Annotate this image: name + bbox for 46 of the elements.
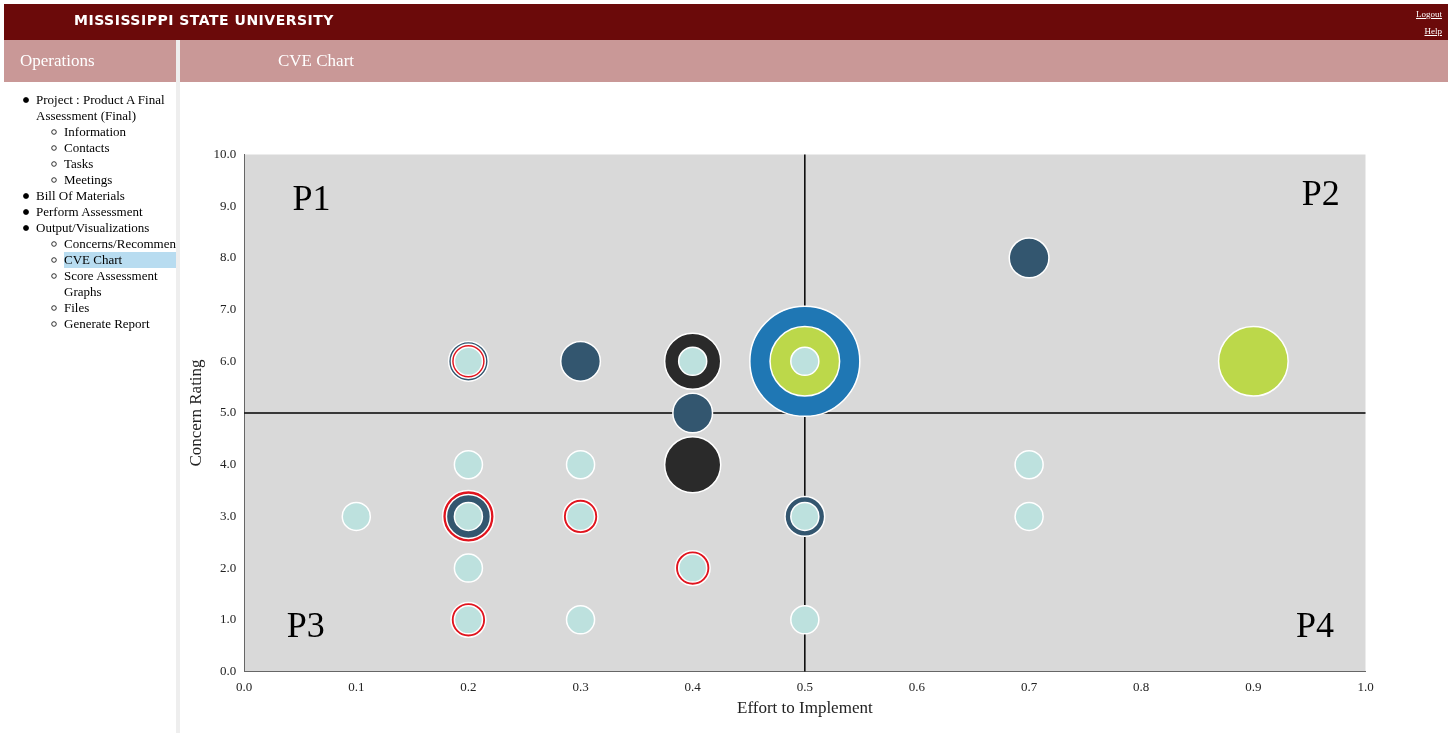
x-tick-label: 0.4 xyxy=(684,678,702,694)
text: Project : Product A Final Assessment (Final) xyxy=(36,92,165,123)
annotation: P2 xyxy=(1301,173,1340,214)
y-tick-label: 9.0 xyxy=(219,197,237,213)
y-tick-label: 7.0 xyxy=(219,301,237,317)
y-tick-label: 2.0 xyxy=(219,559,237,575)
y-tick-label: 8.0 xyxy=(219,249,237,265)
x-tick-label: 0.9 xyxy=(1245,678,1262,694)
y-tick-label: 1.0 xyxy=(219,611,237,627)
y-tick-label: 5.0 xyxy=(219,404,237,420)
text: Information xyxy=(64,124,127,139)
y-tick-label: 4.0 xyxy=(219,456,237,472)
text: Files xyxy=(64,300,90,315)
text: Logout xyxy=(1416,9,1442,19)
text: Concerns/Recommen xyxy=(64,236,176,251)
annotation: P3 xyxy=(286,605,325,646)
annotation: P1 xyxy=(292,178,331,219)
x-tick-label: 0.0 xyxy=(236,678,253,694)
text: Operations xyxy=(20,51,95,70)
x-tick-label: 0.7 xyxy=(1020,678,1038,694)
y-tick-label: 3.0 xyxy=(219,507,237,523)
y-tick-label: 0.0 xyxy=(219,662,237,678)
text: Help xyxy=(1424,26,1442,36)
x-tick-label: 0.8 xyxy=(1133,678,1150,694)
text: Contacts xyxy=(64,140,110,155)
text: Meetings xyxy=(64,172,113,187)
text: Score Assessment Graphs xyxy=(64,268,158,299)
x-tick-label: 1.0 xyxy=(1357,678,1374,694)
annotation: P4 xyxy=(1296,605,1335,646)
x-tick-label: 0.5 xyxy=(796,678,813,694)
y-tick-label: 6.0 xyxy=(219,352,237,368)
text: Bill Of Materials xyxy=(36,188,125,203)
text: Perform Assessment xyxy=(36,204,143,219)
text: Tasks xyxy=(64,156,94,171)
text: Generate Report xyxy=(64,316,150,331)
y-tick-label: 10.0 xyxy=(213,145,237,161)
chart-title: CVE Chart xyxy=(278,51,355,70)
y-axis-title: Concern Rating xyxy=(185,358,205,467)
text: CVE Chart xyxy=(64,252,176,268)
x-tick-label: 0.3 xyxy=(572,678,589,694)
x-tick-label: 0.2 xyxy=(460,678,477,694)
x-tick-label: 0.6 xyxy=(908,678,926,694)
text: Output/Visualizations xyxy=(36,220,150,235)
text: MISSISSIPPI STATE UNIVERSITY xyxy=(74,12,334,28)
x-tick-label: 0.1 xyxy=(348,678,365,694)
x-axis-title: Effort to Implement xyxy=(737,697,873,717)
